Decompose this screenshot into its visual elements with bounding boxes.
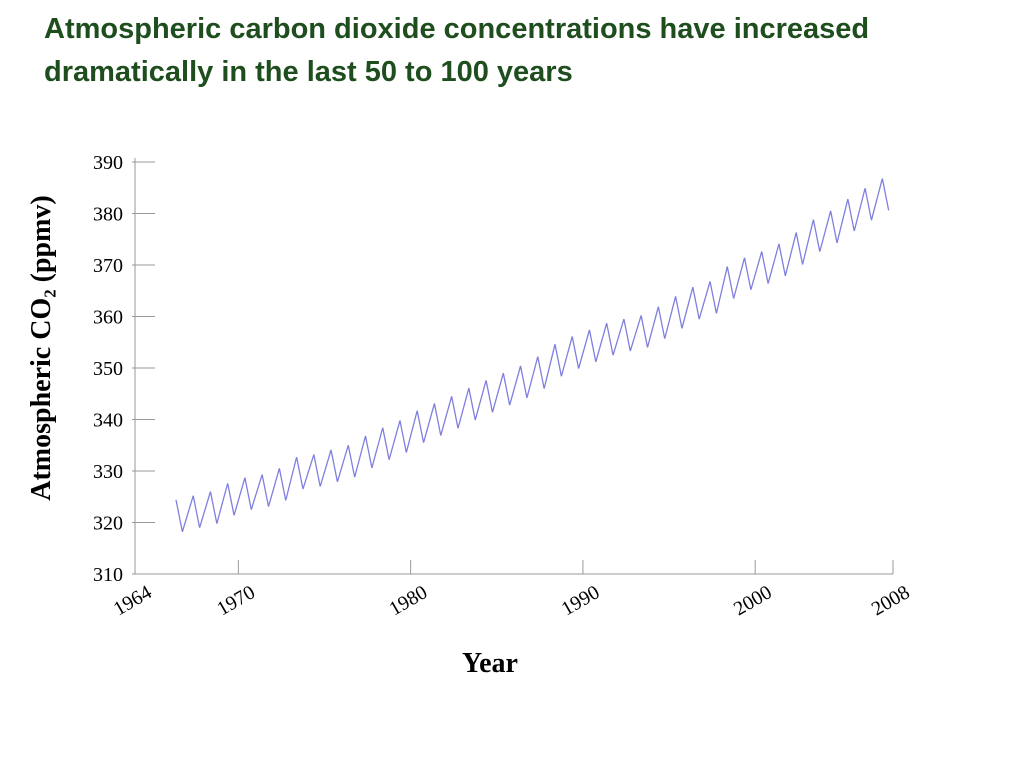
co2-line — [175, 178, 890, 532]
y-tick-label: 310 — [93, 564, 123, 586]
x-tick-label: 1964 — [110, 581, 156, 620]
y-tick-label: 320 — [93, 513, 123, 535]
y-axis-label: Atmospheric CO₂ (ppmv) — [26, 195, 57, 500]
x-tick-label: 1990 — [558, 581, 604, 620]
x-tick-label: 2008 — [868, 581, 914, 620]
y-tick-label: 370 — [93, 255, 123, 277]
y-tick-label: 340 — [93, 410, 123, 432]
x-axis-label: Year — [462, 648, 518, 679]
y-tick-label: 330 — [93, 461, 123, 483]
y-tick-label: 360 — [93, 307, 123, 329]
y-tick-label: 350 — [93, 358, 123, 380]
chart-title: Atmospheric carbon dioxide concentration… — [44, 13, 870, 88]
x-tick-label: 2000 — [730, 581, 776, 620]
y-tick-label: 380 — [93, 204, 123, 226]
title-box: Atmospheric carbon dioxide concentration… — [44, 13, 870, 88]
y-tick-label: 390 — [93, 152, 123, 174]
x-tick-label: 1980 — [385, 581, 431, 620]
x-tick-label: 1970 — [213, 581, 259, 620]
